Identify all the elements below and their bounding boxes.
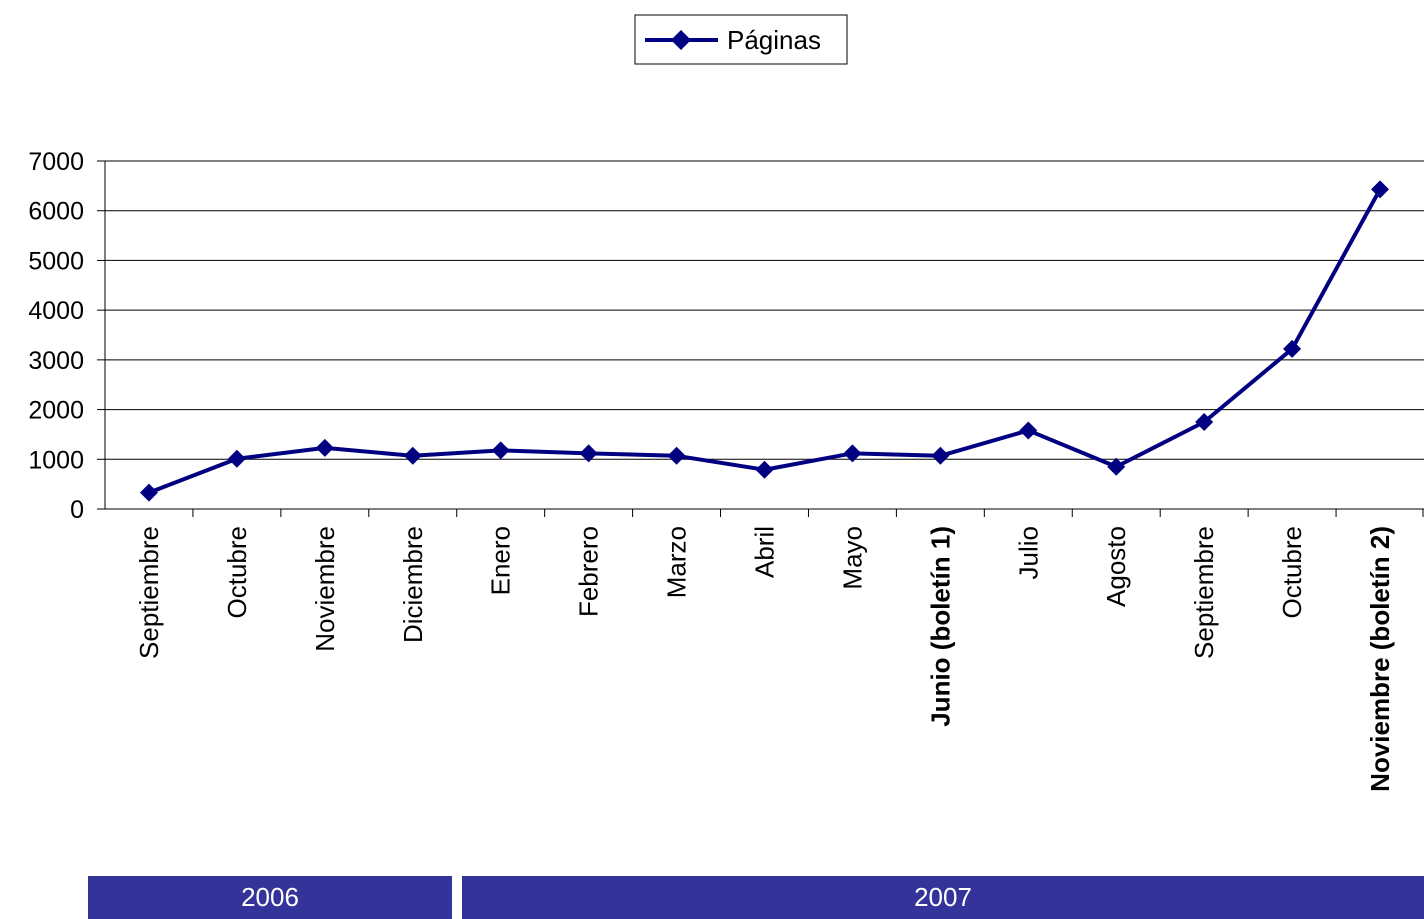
data-point: [1019, 421, 1038, 440]
y-tick-label: 0: [70, 496, 84, 524]
x-tick-labels: Septiembre Octubre Noviembre Diciembre Enero…: [134, 526, 1395, 792]
x-tick-label: Febrero: [574, 526, 604, 617]
y-tick-label: 2000: [28, 397, 84, 425]
data-point: [139, 483, 158, 502]
y-tick-label: 6000: [28, 198, 84, 226]
y-tick-label: 7000: [28, 148, 84, 176]
data-point: [227, 449, 246, 468]
grid-lines: [105, 160, 1424, 460]
data-point: [1283, 339, 1302, 358]
y-tick-label: 4000: [28, 297, 84, 325]
series-line: [148, 188, 1382, 495]
series-paginas: [139, 180, 1390, 502]
y-tick-label: 3000: [28, 347, 84, 375]
data-point: [1107, 457, 1126, 476]
data-point: [579, 444, 598, 463]
data-point: [931, 446, 950, 465]
chart: Páginas 0 1000 2000 3000 4000 5000 6000 7000 Se…: [28, 14, 1424, 792]
x-tick-label: Octubre: [1277, 526, 1307, 619]
x-tick-label: Septiembre: [1189, 526, 1219, 659]
x-tick-label: Enero: [486, 526, 516, 595]
x-tick-label: Marzo: [662, 526, 692, 598]
x-tick-label: Noviembre: [310, 526, 340, 652]
x-tick-label: Mayo: [837, 526, 867, 590]
x-tick-label: Octubre: [222, 526, 252, 619]
legend-label: Páginas: [727, 25, 821, 55]
axes: [97, 160, 1424, 517]
x-tick-label: Abril: [750, 526, 780, 578]
data-point: [755, 460, 774, 479]
y-tick-label: 1000: [28, 446, 84, 474]
year-band-2007: 2007: [462, 876, 1424, 919]
data-point: [1195, 413, 1214, 431]
data-point: [403, 446, 422, 465]
data-point: [315, 438, 334, 457]
x-tick-label: Julio: [1013, 526, 1043, 579]
x-tick-label: Agosto: [1101, 526, 1131, 607]
data-point: [1371, 180, 1390, 199]
x-tick-label: Junio (boletín 1): [925, 526, 955, 727]
y-tick-labels: 0 1000 2000 3000 4000 5000 6000 7000: [28, 148, 84, 524]
data-point: [667, 446, 686, 465]
x-tick-label: Noviembre (boletín 2): [1365, 526, 1395, 792]
data-point: [491, 441, 510, 460]
legend-marker: [671, 30, 691, 50]
legend: Páginas: [634, 14, 848, 65]
year-band-2006: 2006: [88, 876, 452, 919]
y-tick-label: 5000: [28, 247, 84, 275]
data-point: [843, 444, 862, 463]
x-tick-label: Septiembre: [134, 526, 164, 659]
x-tick-label: Diciembre: [398, 526, 428, 643]
